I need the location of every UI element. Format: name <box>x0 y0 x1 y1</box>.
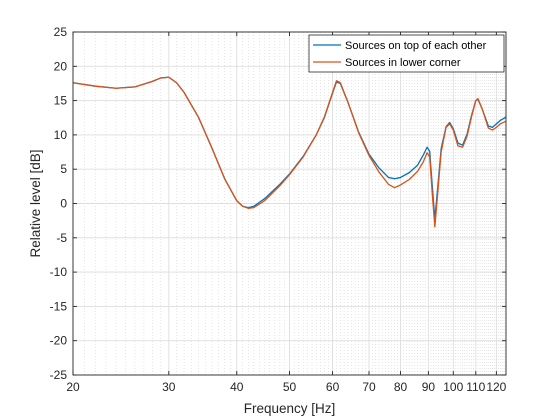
x-tick-label: 110 <box>466 380 485 394</box>
y-axis-label: Relative level [dB] <box>28 149 43 257</box>
y-tick-label: 25 <box>54 25 68 39</box>
y-tick-label: 15 <box>54 94 68 108</box>
x-tick-label: 40 <box>230 380 244 394</box>
y-tick-label: -25 <box>50 368 68 382</box>
y-tick-label: 0 <box>60 197 67 211</box>
tick-labels: 20 30 40 50 60 70 80 90 100 110 1202520151050-5-10… <box>50 25 507 394</box>
y-tick-label: -15 <box>50 299 68 313</box>
x-tick-label: 20 <box>66 380 80 394</box>
x-tick-label: 120 <box>486 380 506 394</box>
x-tick-label: 80 <box>394 380 408 394</box>
legend-label-series-1: Sources in lower corner <box>345 57 461 69</box>
series-layer <box>73 76 506 228</box>
y-tick-label: -20 <box>50 334 68 348</box>
y-tick-label: 20 <box>54 59 68 73</box>
x-axis-label: Frequency [Hz] <box>244 401 336 416</box>
y-tick-label: -5 <box>56 231 67 245</box>
legend: Sources on top of each other Sources in … <box>308 34 505 73</box>
series-line-1 <box>73 76 506 228</box>
x-tick-label: 90 <box>422 380 436 394</box>
x-tick-label: 60 <box>326 380 340 394</box>
y-tick-label: -10 <box>50 265 68 279</box>
y-tick-label: 5 <box>60 162 67 176</box>
x-tick-label: 70 <box>362 380 376 394</box>
x-tick-label: 100 <box>443 380 463 394</box>
x-tick-label: 30 <box>162 380 176 394</box>
x-tick-label: 50 <box>283 380 297 394</box>
axes <box>72 31 507 376</box>
legend-label-series-0: Sources on top of each other <box>345 40 487 52</box>
legend-box <box>308 34 505 73</box>
y-tick-label: 10 <box>54 128 68 142</box>
